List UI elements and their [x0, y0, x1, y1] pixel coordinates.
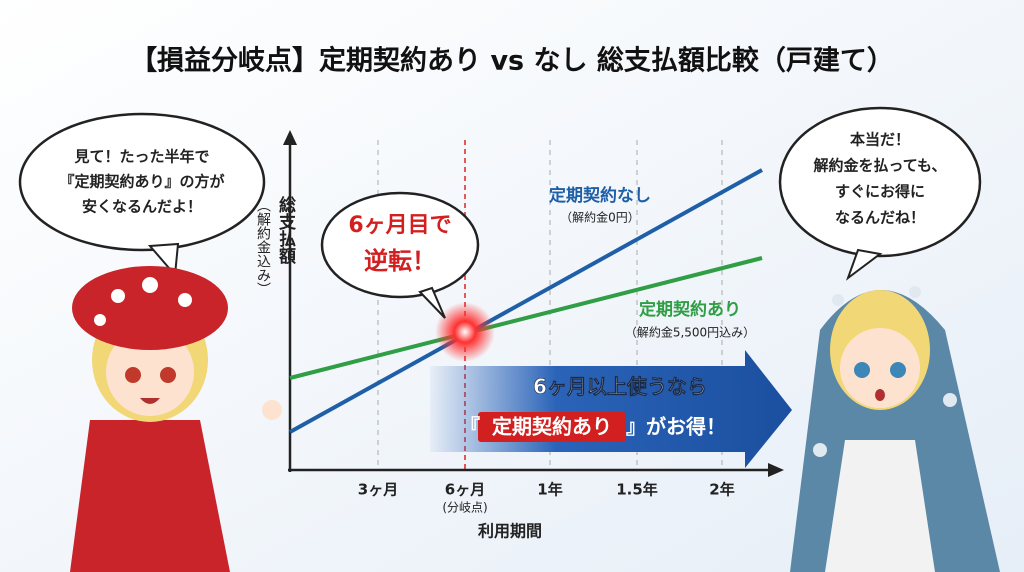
big-arrow — [430, 350, 792, 468]
x-tick-label: 6ヶ月 — [445, 481, 485, 499]
bubble-text: 『定期契約あり』の方が — [59, 173, 225, 191]
x-axis-label: 利用期間 — [478, 522, 542, 541]
bubble-text: 本当だ！ — [850, 131, 910, 149]
bubble-text: 安くなるんだよ！ — [82, 198, 202, 216]
series-name: 定期契約あり — [639, 299, 741, 320]
y-arrowhead — [283, 130, 297, 145]
bubble-tail — [147, 242, 180, 278]
arrow-text: 『 — [460, 415, 480, 439]
speech-bubble — [18, 112, 266, 252]
arrow-text: 6ヶ月以上使うなら — [533, 375, 707, 399]
callout-bubble — [320, 191, 480, 299]
arrow-text: 』がお得！ — [626, 415, 726, 439]
right-character — [790, 286, 1000, 572]
arrow-text: 定期契約あり — [492, 415, 612, 439]
x-tick-note: (分岐点) — [442, 501, 487, 515]
x-tick-label: 2年 — [709, 481, 734, 499]
x-arrowhead — [768, 463, 784, 477]
line-with-contract — [289, 256, 763, 380]
bubble-text: 解約金を払っても、 — [813, 157, 946, 175]
x-ticks: 3ヶ月 6ヶ月 (分岐点) 1年 1.5年 2年 — [358, 481, 735, 515]
bubble-tail — [845, 248, 883, 281]
y-axis-label: 総支払額 （解約金込み） — [252, 196, 296, 296]
y-axis-note: （解約金込み） — [255, 198, 271, 296]
cross-glow — [435, 302, 495, 362]
series-note: （解約金0円） — [560, 210, 640, 225]
x-tick-label: 1年 — [537, 481, 562, 499]
series-note: （解約金5,500円込み） — [625, 325, 755, 340]
y-axis-title: 総支払額 — [275, 196, 295, 264]
axes — [288, 140, 772, 472]
x-tick-label: 1.5年 — [616, 481, 658, 499]
bubble-text: なるんだね！ — [835, 209, 925, 227]
callout-text: 6ヶ月目で — [348, 213, 451, 238]
bubble-text: すぐにお得に — [835, 183, 925, 201]
callout-text: 逆転！ — [364, 247, 436, 275]
callout-tail — [418, 286, 446, 319]
bubble-text: 見て！たった半年で — [73, 148, 209, 166]
series-name: 定期契約なし — [549, 185, 651, 206]
speech-bubble — [778, 106, 982, 258]
left-character — [70, 266, 282, 572]
line-without-contract — [289, 168, 763, 434]
highlight-box — [478, 412, 626, 442]
x-tick-label: 3ヶ月 — [358, 481, 398, 499]
title: 【損益分岐点】定期契約あり vs なし 総支払額比較（戸建て） — [130, 45, 894, 77]
